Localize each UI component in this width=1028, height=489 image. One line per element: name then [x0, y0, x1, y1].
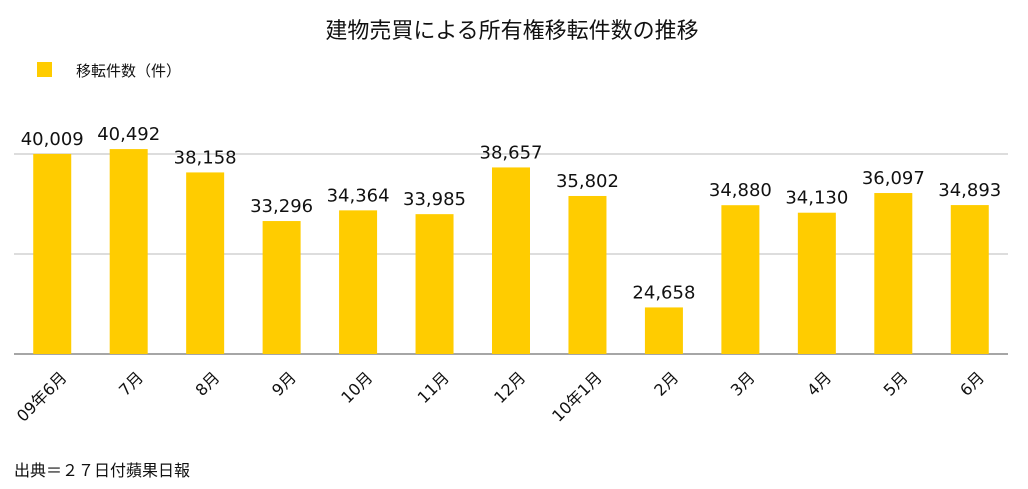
x-tick-label: 9月 [268, 368, 300, 400]
value-label: 34,880 [709, 180, 772, 201]
bar [874, 193, 913, 354]
bars [33, 149, 989, 354]
bar [950, 205, 989, 354]
x-tick-label: 5月 [880, 368, 912, 400]
value-labels: 40,009 40,492 38,158 33,296 34,364 33,985 38,6… [21, 124, 1002, 303]
value-label: 35,802 [556, 171, 619, 192]
value-label: 24,658 [632, 282, 695, 303]
x-tick-label: 09年6月 [13, 368, 71, 426]
legend-label: 移転件数（件） [76, 62, 181, 80]
bar [186, 172, 225, 354]
bar [109, 149, 148, 354]
source-note: 出典＝２７日付蘋果日報 [14, 461, 191, 480]
x-tick-label: 11月 [414, 368, 453, 407]
value-label: 34,130 [785, 188, 848, 209]
x-tick-label: 7月 [115, 368, 147, 400]
bar [721, 205, 760, 354]
legend-swatch [37, 62, 52, 77]
value-label: 36,097 [862, 168, 925, 189]
chart-title: 建物売買による所有権移転件数の推移 [325, 19, 698, 44]
x-tick-label: 6月 [956, 368, 988, 400]
value-label: 38,158 [174, 147, 237, 168]
bar [568, 195, 607, 354]
x-tick-label: 4月 [803, 368, 835, 400]
bar [797, 212, 836, 354]
x-tick-label: 3月 [727, 368, 759, 400]
bar [492, 167, 530, 354]
value-label: 40,492 [97, 124, 160, 145]
x-tick-label: 12月 [490, 368, 529, 407]
value-label: 34,364 [327, 185, 390, 206]
bar [339, 210, 378, 354]
bar [33, 153, 72, 354]
value-label: 33,296 [250, 196, 313, 217]
x-tick-label: 8月 [192, 368, 224, 400]
x-tick-label: 10年1月 [548, 368, 606, 426]
x-tick-label: 2月 [650, 368, 682, 400]
x-tick-label: 10月 [337, 368, 376, 407]
value-label: 34,893 [938, 180, 1001, 201]
value-label: 40,009 [21, 129, 84, 150]
bar [415, 214, 454, 354]
bar [262, 221, 301, 354]
value-label: 38,657 [480, 142, 543, 163]
x-tick-labels: 09年6月 7月 8月 9月 10月 11月 12月 10年1月 2月 3月 4月 5月 6月 [13, 368, 988, 426]
bar [644, 307, 683, 354]
value-label: 33,985 [403, 189, 466, 210]
